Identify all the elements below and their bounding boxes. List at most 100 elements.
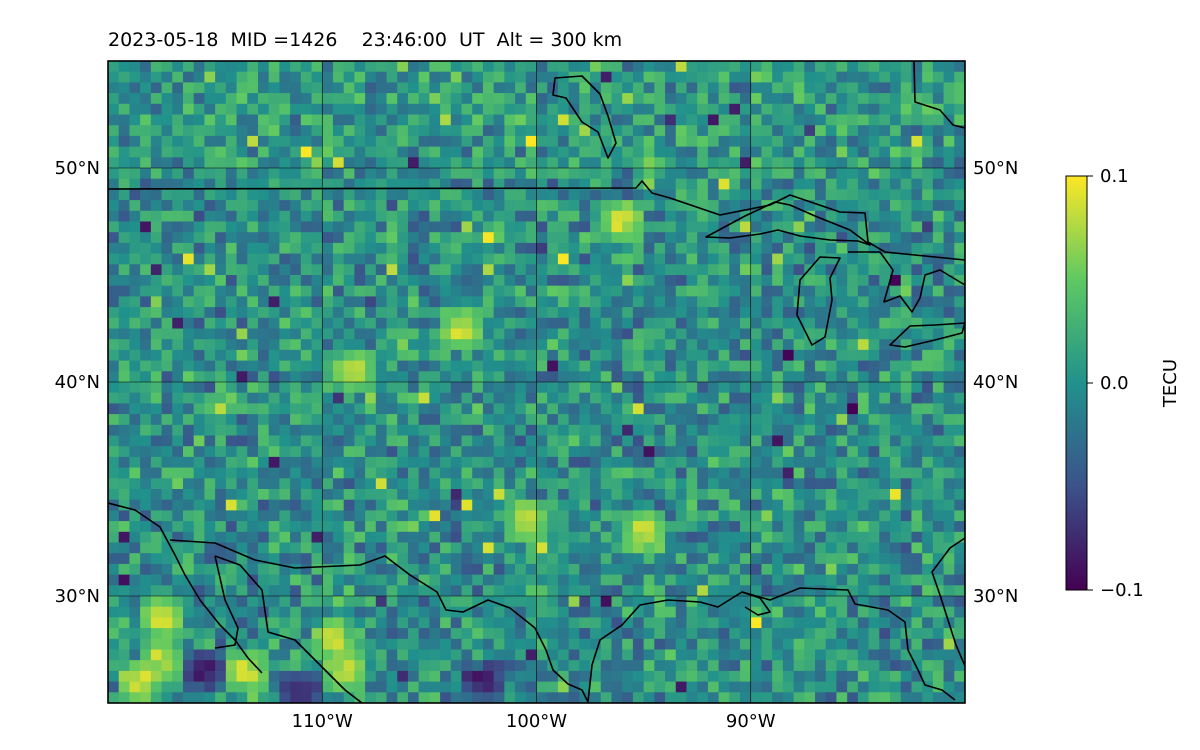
heatmap-cell xyxy=(482,82,495,94)
heatmap-cell xyxy=(868,553,880,565)
heatmap-cell xyxy=(440,125,452,137)
heatmap-cell xyxy=(461,489,473,501)
heatmap-cell xyxy=(365,232,377,244)
heatmap-cell xyxy=(182,253,195,265)
heatmap-cell xyxy=(504,456,516,469)
heatmap-cell xyxy=(290,574,302,586)
heatmap-cell xyxy=(440,360,452,372)
heatmap-cell xyxy=(954,478,965,490)
heatmap-cell xyxy=(761,178,773,190)
heatmap-cell xyxy=(547,553,559,565)
heatmap-cell xyxy=(740,424,752,437)
heatmap-cell xyxy=(890,125,902,137)
heatmap-cell xyxy=(365,349,377,362)
heatmap-cell xyxy=(482,221,495,233)
heatmap-cell xyxy=(632,510,645,522)
heatmap-cell xyxy=(172,221,184,233)
heatmap-cell xyxy=(322,71,334,83)
heatmap-cell xyxy=(932,61,945,73)
heatmap-cell xyxy=(622,349,634,362)
heatmap-cell xyxy=(632,232,645,244)
heatmap-cell xyxy=(290,317,302,330)
heatmap-cell xyxy=(697,681,709,693)
heatmap-cell xyxy=(632,424,645,437)
heatmap-cell xyxy=(943,392,955,404)
heatmap-cell xyxy=(140,253,152,265)
heatmap-cell xyxy=(600,414,613,426)
heatmap-cell xyxy=(729,146,741,158)
heatmap-cell xyxy=(922,510,934,522)
heatmap-cell xyxy=(590,307,602,319)
heatmap-cell xyxy=(900,660,913,672)
heatmap-cell xyxy=(429,360,441,372)
heatmap-cell xyxy=(118,82,131,94)
heatmap-cell xyxy=(665,168,677,180)
heatmap-cell xyxy=(236,178,248,190)
heatmap-cell xyxy=(675,574,688,586)
heatmap-cell xyxy=(182,489,195,501)
heatmap-cell xyxy=(686,307,698,319)
heatmap-cell xyxy=(911,478,923,490)
heatmap-cell xyxy=(815,210,827,223)
heatmap-cell xyxy=(225,478,238,490)
heatmap-cell xyxy=(193,178,206,190)
heatmap-cell xyxy=(590,617,602,629)
heatmap-cell xyxy=(215,189,227,201)
heatmap-cell xyxy=(590,489,602,501)
heatmap-cell xyxy=(890,232,902,244)
heatmap-cell xyxy=(665,606,677,618)
heatmap-cell xyxy=(804,563,816,576)
heatmap-cell xyxy=(654,392,666,404)
heatmap-cell xyxy=(129,114,141,126)
heatmap-cell xyxy=(225,692,238,703)
heatmap-cell xyxy=(386,328,398,340)
heatmap-cell xyxy=(182,82,195,94)
heatmap-cell xyxy=(622,542,634,554)
heatmap-cell xyxy=(150,638,163,651)
heatmap-cell xyxy=(418,424,430,437)
heatmap-cell xyxy=(825,71,838,83)
heatmap-cell xyxy=(161,424,173,437)
heatmap-cell xyxy=(900,328,913,340)
heatmap-cell xyxy=(568,328,580,340)
heatmap-cell xyxy=(622,414,634,426)
heatmap-cell xyxy=(643,435,655,447)
heatmap-cell xyxy=(397,114,409,126)
heatmap-cell xyxy=(472,178,484,190)
heatmap-cell xyxy=(225,585,238,597)
baja-coast xyxy=(214,555,239,649)
heatmap-cell xyxy=(611,424,623,437)
heatmap-cell xyxy=(675,596,688,608)
heatmap-cell xyxy=(868,339,880,351)
heatmap-cell xyxy=(504,61,516,73)
heatmap-cell xyxy=(375,692,388,703)
heatmap-cell xyxy=(322,328,334,340)
heatmap-cell xyxy=(375,189,388,201)
heatmap-cell xyxy=(515,638,527,651)
heatmap-cell xyxy=(804,317,816,330)
heatmap-cell xyxy=(911,467,923,479)
heatmap-cell xyxy=(675,178,688,190)
heatmap-cell xyxy=(407,414,420,426)
heatmap-cell xyxy=(268,585,280,597)
heatmap-cell xyxy=(857,542,870,554)
heatmap-cell xyxy=(108,210,120,223)
heatmap-cell xyxy=(150,456,163,469)
heatmap-cell xyxy=(654,275,666,287)
heatmap-cell xyxy=(450,168,463,180)
heatmap-cell xyxy=(793,585,805,597)
heatmap-cell xyxy=(161,264,173,276)
heatmap-cell xyxy=(547,307,559,319)
heatmap-cell xyxy=(815,328,827,340)
heatmap-cell xyxy=(472,146,484,158)
heatmap-cell xyxy=(665,210,677,223)
heatmap-cell xyxy=(204,553,216,565)
heatmap-cell xyxy=(579,232,591,244)
heatmap-cell xyxy=(172,424,184,437)
heatmap-cell xyxy=(182,200,195,212)
heatmap-cell xyxy=(215,146,227,158)
heatmap-cell xyxy=(547,114,559,126)
heatmap-cell xyxy=(268,328,280,340)
heatmap-cell xyxy=(504,521,516,533)
heatmap-cell xyxy=(782,178,795,190)
